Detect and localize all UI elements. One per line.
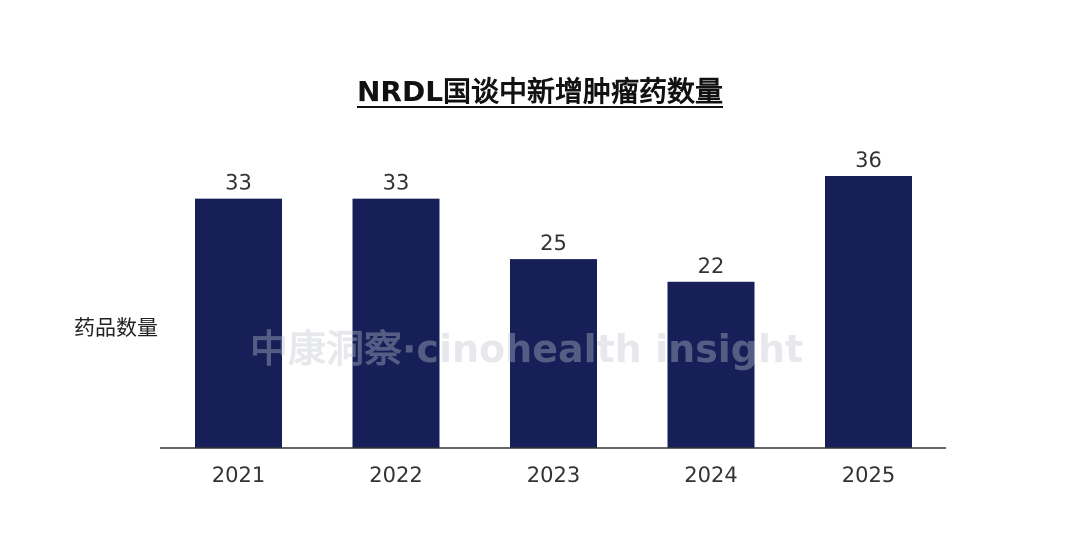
- x-tick-label-2021: 2021: [212, 463, 265, 487]
- x-tick-label-2022: 2022: [369, 463, 422, 487]
- data-label-2023: 25: [540, 231, 567, 255]
- data-label-2022: 33: [383, 171, 410, 195]
- x-tick-label-2023: 2023: [527, 463, 580, 487]
- bar-2021: [195, 198, 282, 448]
- data-label-2025: 36: [855, 148, 882, 172]
- chart-title: NRDL国谈中新增肿瘤药数量: [356, 75, 724, 108]
- x-tick-label-2025: 2025: [842, 463, 895, 487]
- y-axis-label: 药品数量: [74, 316, 158, 340]
- x-tick-label-2024: 2024: [684, 463, 737, 487]
- data-label-2024: 22: [698, 254, 725, 278]
- data-label-2021: 33: [225, 171, 252, 195]
- bar-2022: [352, 198, 440, 448]
- bar-2025: [825, 176, 912, 448]
- bar-2023: [510, 259, 597, 448]
- bar-2024: [667, 281, 755, 448]
